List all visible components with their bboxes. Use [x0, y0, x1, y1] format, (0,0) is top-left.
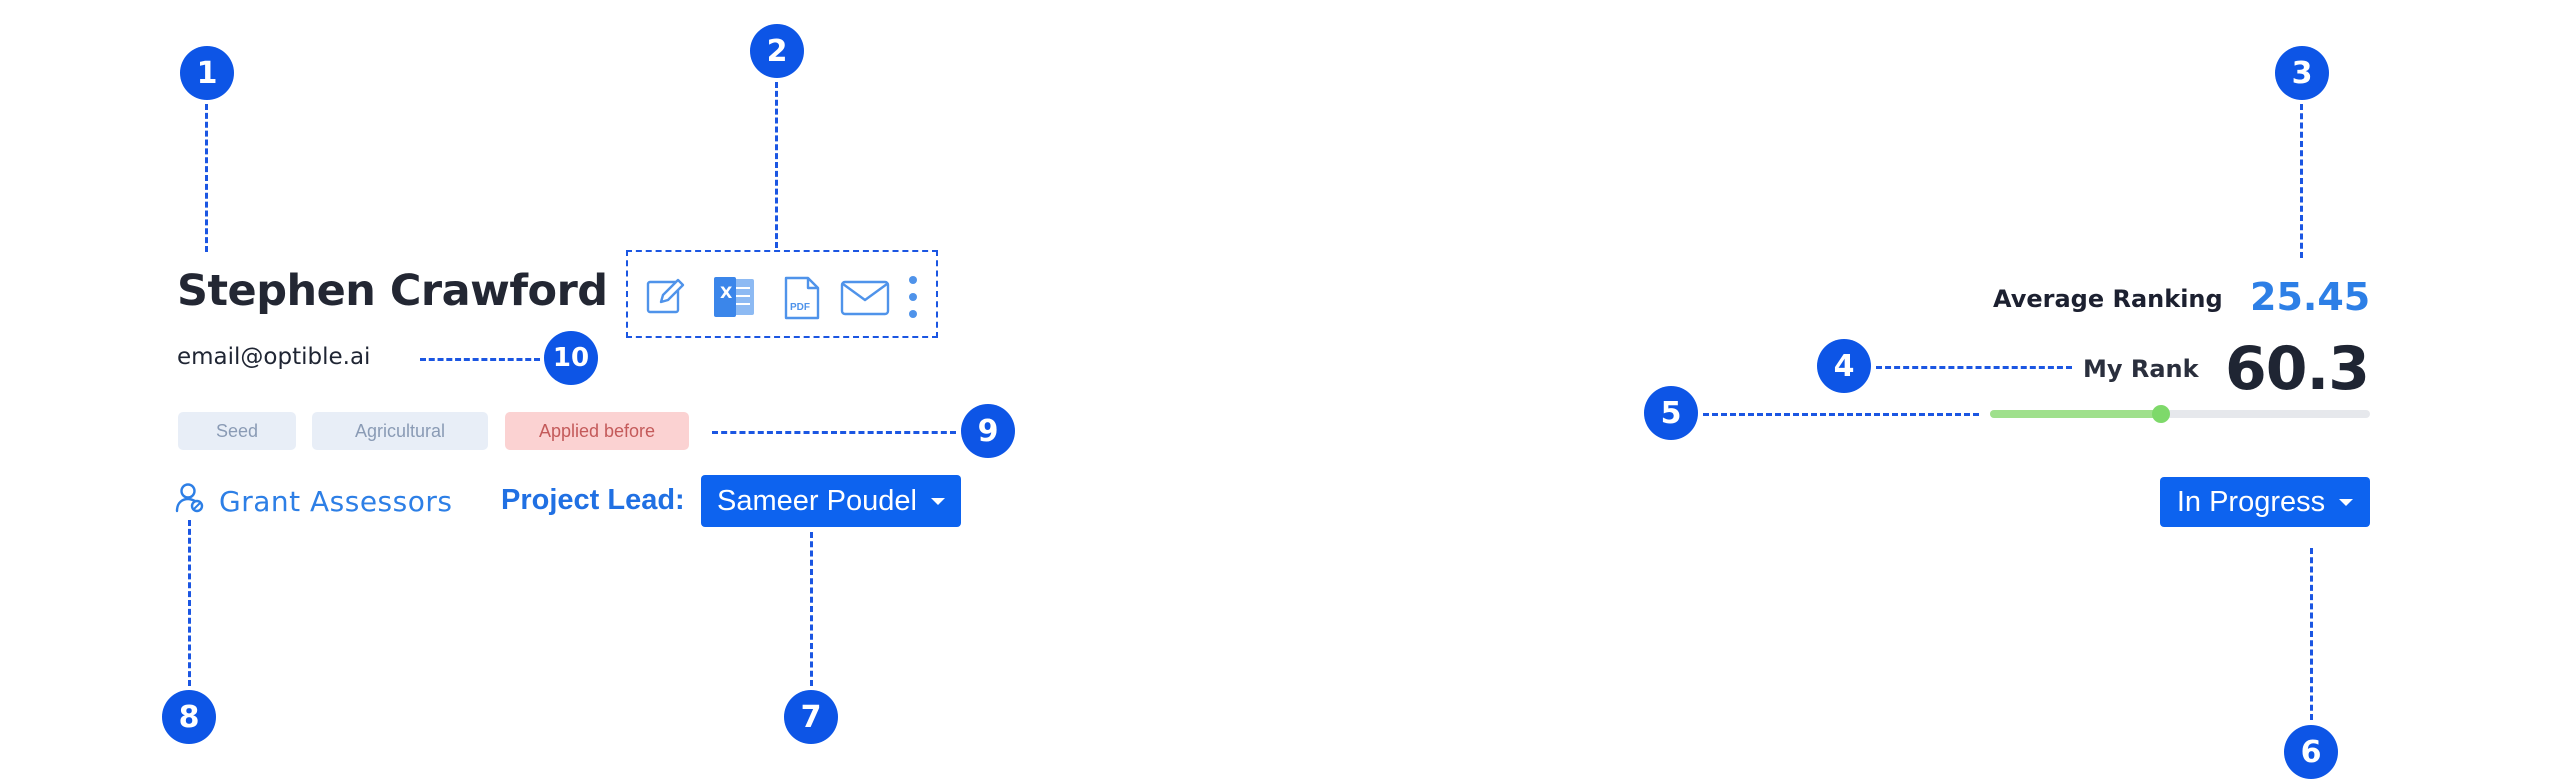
- callout-4: 4: [1817, 339, 1871, 393]
- average-ranking-value: 25.45: [2250, 275, 2370, 319]
- tag-applied-before: Applied before: [505, 412, 689, 450]
- callout-7-connector: [810, 532, 813, 686]
- status-dropdown[interactable]: In Progress: [2160, 477, 2370, 527]
- callout-9: 9: [961, 404, 1015, 458]
- pdf-icon-label: PDF: [790, 302, 810, 313]
- excel-icon[interactable]: [712, 276, 758, 323]
- callout-1: 1: [180, 46, 234, 100]
- edit-icon[interactable]: [645, 276, 687, 321]
- callout-8: 8: [162, 690, 216, 744]
- callout-3: 3: [2275, 46, 2329, 100]
- profile-email: email@optible.ai: [177, 344, 370, 370]
- callout-3-connector: [2300, 104, 2303, 258]
- grant-assessors-link[interactable]: Grant Assessors: [175, 482, 452, 521]
- grant-assessors-label: Grant Assessors: [219, 485, 452, 518]
- callout-6: 6: [2284, 725, 2338, 779]
- my-rank-value: 60.3: [2225, 334, 2369, 404]
- excel-icon-label: X: [720, 283, 732, 302]
- project-lead-label: Project Lead:: [501, 484, 685, 517]
- pdf-icon[interactable]: [782, 276, 822, 325]
- callout-5-connector: [1703, 413, 1979, 416]
- rank-slider-track[interactable]: [1990, 410, 2370, 418]
- callout-10: 10: [544, 331, 598, 385]
- callout-10-connector: [420, 358, 540, 361]
- users-icon: [175, 482, 205, 521]
- profile-name: Stephen Crawford: [177, 266, 608, 316]
- callout-4-connector: [1876, 366, 2072, 369]
- tag-agricultural: Agricultural: [312, 412, 488, 450]
- rank-slider-handle[interactable]: [2152, 405, 2170, 423]
- my-rank-label: My Rank: [2083, 355, 2199, 383]
- project-lead-value: Sameer Poudel: [717, 485, 917, 518]
- project-lead-dropdown[interactable]: Sameer Poudel: [701, 475, 961, 527]
- more-vertical-icon[interactable]: [906, 274, 920, 325]
- callout-6-connector: [2310, 548, 2313, 720]
- tag-seed: Seed: [178, 412, 296, 450]
- callout-2-connector: [775, 82, 778, 248]
- callout-1-connector: [205, 104, 208, 252]
- chevron-down-icon: [931, 498, 945, 505]
- status-value: In Progress: [2177, 486, 2325, 519]
- callout-5: 5: [1644, 386, 1698, 440]
- callout-9-connector: [712, 431, 956, 434]
- mail-icon[interactable]: [840, 280, 890, 321]
- rank-slider-fill: [1990, 410, 2161, 418]
- chevron-down-icon: [2339, 499, 2353, 506]
- callout-7: 7: [784, 690, 838, 744]
- callout-2: 2: [750, 24, 804, 78]
- average-ranking-label: Average Ranking: [1993, 285, 2223, 313]
- callout-8-connector: [188, 520, 191, 686]
